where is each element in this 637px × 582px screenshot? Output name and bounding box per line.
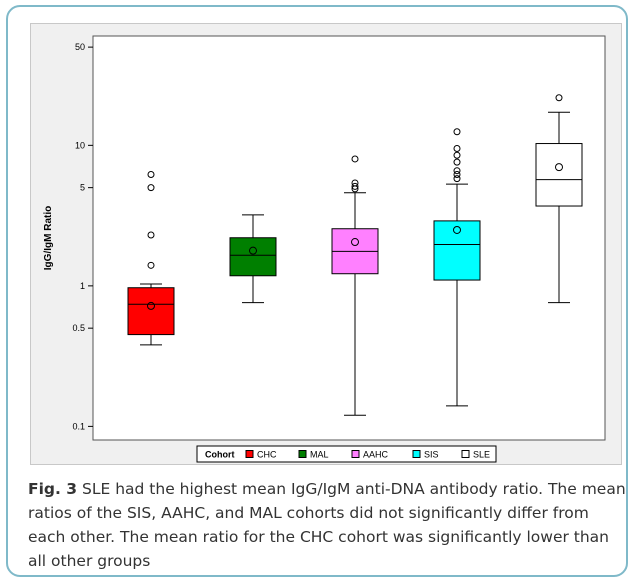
legend-swatch: [245, 450, 254, 458]
legend-entries: CHC MAL AAHC SIS SLE: [245, 450, 490, 460]
y-tick-label: 1: [80, 281, 85, 291]
outlier-point: [555, 94, 563, 102]
outlier-point: [147, 231, 155, 239]
box-chc: [127, 171, 175, 346]
figure-caption: Fig. 3 SLE had the highest mean IgG/IgM …: [28, 477, 628, 573]
outlier-point: [453, 151, 461, 159]
outlier-point: [147, 171, 155, 179]
outlier-point: [453, 144, 461, 152]
legend-swatch: [298, 450, 307, 458]
mean-marker: [351, 238, 359, 247]
y-tick-label: 0.1: [72, 421, 85, 431]
legend-swatch: [412, 450, 421, 458]
box-iqr: [127, 287, 175, 336]
outlier-point: [453, 171, 461, 179]
y-axis-title: IgG/IgM Ratio: [43, 206, 54, 270]
caption-label: Fig. 3: [28, 480, 78, 498]
outlier-point: [453, 128, 461, 136]
mean-marker: [453, 225, 461, 234]
outlier-point: [147, 261, 155, 269]
box-mal: [229, 214, 277, 304]
box-iqr: [535, 143, 583, 207]
box-iqr: [229, 237, 277, 277]
mean-marker: [555, 163, 563, 172]
y-tick-label: 5: [80, 183, 85, 193]
y-tick-label: 50: [75, 42, 85, 52]
outlier-point: [351, 182, 359, 190]
outlier-point: [351, 155, 359, 163]
legend-title: Cohort: [205, 450, 235, 460]
outlier-point: [147, 184, 155, 192]
outlier-point: [351, 179, 359, 187]
legend-swatch: [461, 450, 470, 458]
legend-frame: [196, 445, 497, 463]
mean-marker: [249, 246, 257, 255]
legend-label: MAL: [310, 450, 329, 460]
outlier-point: [453, 167, 461, 175]
figure-frame: 0.1 0.5 1 5 10 50 IgG/IgM Ratio Cohort CHC MAL…: [6, 5, 628, 577]
legend-label: SIS: [424, 450, 439, 460]
outlier-point: [453, 175, 461, 183]
y-axis: 0.1 0.5 1 5 10 50: [72, 42, 93, 431]
box-aahc: [331, 155, 379, 416]
chart-panel: 0.1 0.5 1 5 10 50 IgG/IgM Ratio Cohort CHC MAL…: [30, 23, 622, 465]
legend-swatch: [351, 450, 360, 458]
y-tick-label: 10: [75, 140, 85, 150]
box-sis: [433, 128, 481, 407]
outlier-point: [453, 158, 461, 166]
y-tick-label: 0.5: [72, 323, 85, 333]
legend-label: CHC: [257, 450, 277, 460]
legend: Cohort CHC MAL AAHC SIS SLE: [196, 445, 497, 463]
mean-marker: [147, 301, 155, 310]
legend-label: AAHC: [363, 450, 389, 460]
boxes: [127, 94, 583, 416]
legend-label: SLE: [473, 450, 490, 460]
box-iqr: [433, 220, 481, 281]
caption-text: SLE had the highest mean IgG/IgM anti-DN…: [28, 480, 626, 570]
box-sle: [535, 94, 583, 304]
box-plot-chart: 0.1 0.5 1 5 10 50 IgG/IgM Ratio Cohort CHC MAL…: [43, 35, 606, 463]
